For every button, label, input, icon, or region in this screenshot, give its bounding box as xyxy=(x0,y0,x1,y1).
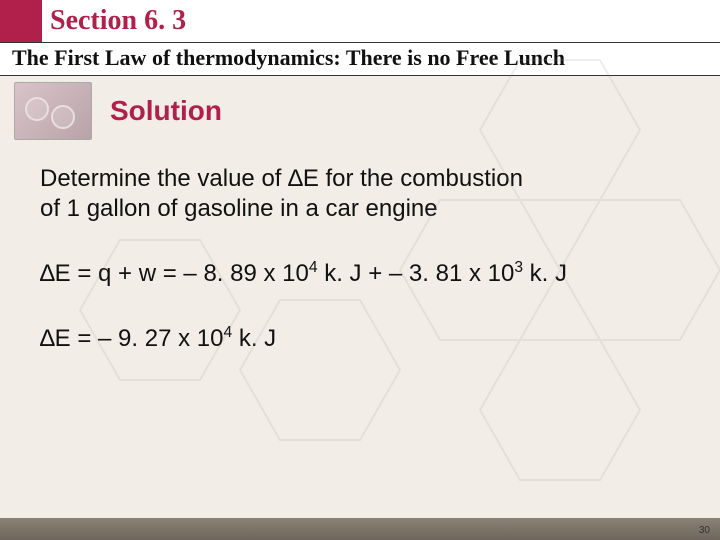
eq1-post: k. J xyxy=(523,260,567,287)
icon-row: Solution xyxy=(0,82,720,140)
problem-statement: Determine the value of ∆E for the combus… xyxy=(40,164,680,224)
equation-2: ∆E = – 9. 27 x 104 k. J xyxy=(40,323,680,354)
subtitle-text: The First Law of thermodynamics: There i… xyxy=(12,45,708,71)
prompt-line-1: Determine the value of ∆E for the combus… xyxy=(40,165,523,192)
header-row: Section 6. 3 xyxy=(0,0,720,42)
eq1-mid: k. J + – 3. 81 x 10 xyxy=(318,260,515,287)
eq2-post: k. J xyxy=(232,325,276,352)
accent-box xyxy=(0,0,42,42)
subtitle-bar: The First Law of thermodynamics: There i… xyxy=(0,42,720,76)
eq2-pre: ∆E = – 9. 27 x 10 xyxy=(40,325,223,352)
footer-bar xyxy=(0,518,720,540)
solution-heading: Solution xyxy=(110,95,222,127)
molecule-icon xyxy=(14,82,92,140)
eq1-sup1: 4 xyxy=(309,259,318,276)
content-area: Determine the value of ∆E for the combus… xyxy=(0,140,720,354)
eq2-sup: 4 xyxy=(223,324,232,341)
prompt-line-2: of 1 gallon of gasoline in a car engine xyxy=(40,195,438,222)
eq1-pre: ∆E = q + w = – 8. 89 x 10 xyxy=(40,260,309,287)
page-number: 30 xyxy=(699,525,710,536)
eq1-sup2: 3 xyxy=(514,259,523,276)
section-label: Section 6. 3 xyxy=(42,5,186,37)
equation-1: ∆E = q + w = – 8. 89 x 104 k. J + – 3. 8… xyxy=(40,258,680,289)
